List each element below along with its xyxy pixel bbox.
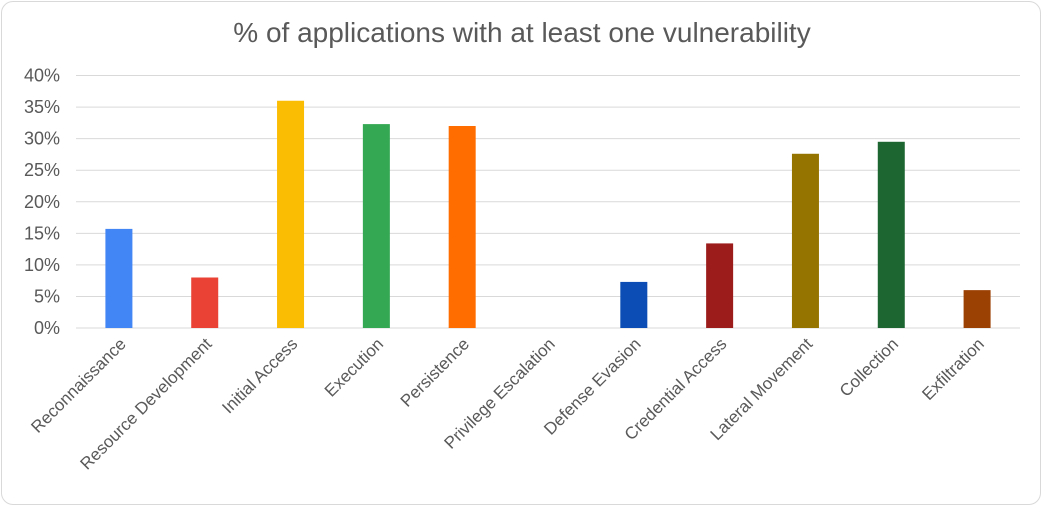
bar-initial-access <box>277 100 305 328</box>
x-tick-label: Collection <box>836 334 902 400</box>
bar-execution <box>362 124 390 328</box>
y-tick-label: 10% <box>24 255 60 275</box>
bar-collection <box>877 141 905 328</box>
bar-defense-evasion <box>620 281 648 328</box>
x-tick-label: Initial Access <box>218 334 301 417</box>
y-tick-label: 20% <box>24 192 60 212</box>
bar-persistence <box>448 126 476 328</box>
y-axis-ticks: 0% 5% 10% 15% 20% 25% 30% 35% 40% <box>24 66 60 339</box>
y-tick-label: 15% <box>24 223 60 243</box>
y-tick-label: 40% <box>24 66 60 86</box>
gridlines <box>76 75 1020 329</box>
x-tick-label: Exfiltration <box>918 334 988 404</box>
y-tick-label: 30% <box>24 129 60 149</box>
bar-lateral-movement <box>791 153 819 328</box>
bar-resource-development <box>191 277 219 328</box>
y-tick-label: 25% <box>24 160 60 180</box>
y-tick-label: 5% <box>34 286 60 306</box>
bars <box>105 100 991 328</box>
chart-title: % of applications with at least one vuln… <box>233 17 811 48</box>
bar-exfiltration <box>963 290 991 328</box>
x-tick-label: Execution <box>321 334 387 400</box>
x-tick-label: Persistence <box>397 334 473 410</box>
bar-credential-access <box>706 243 734 328</box>
y-tick-label: 0% <box>34 318 60 338</box>
bar-reconnaissance <box>105 228 133 328</box>
y-tick-label: 35% <box>24 97 60 117</box>
